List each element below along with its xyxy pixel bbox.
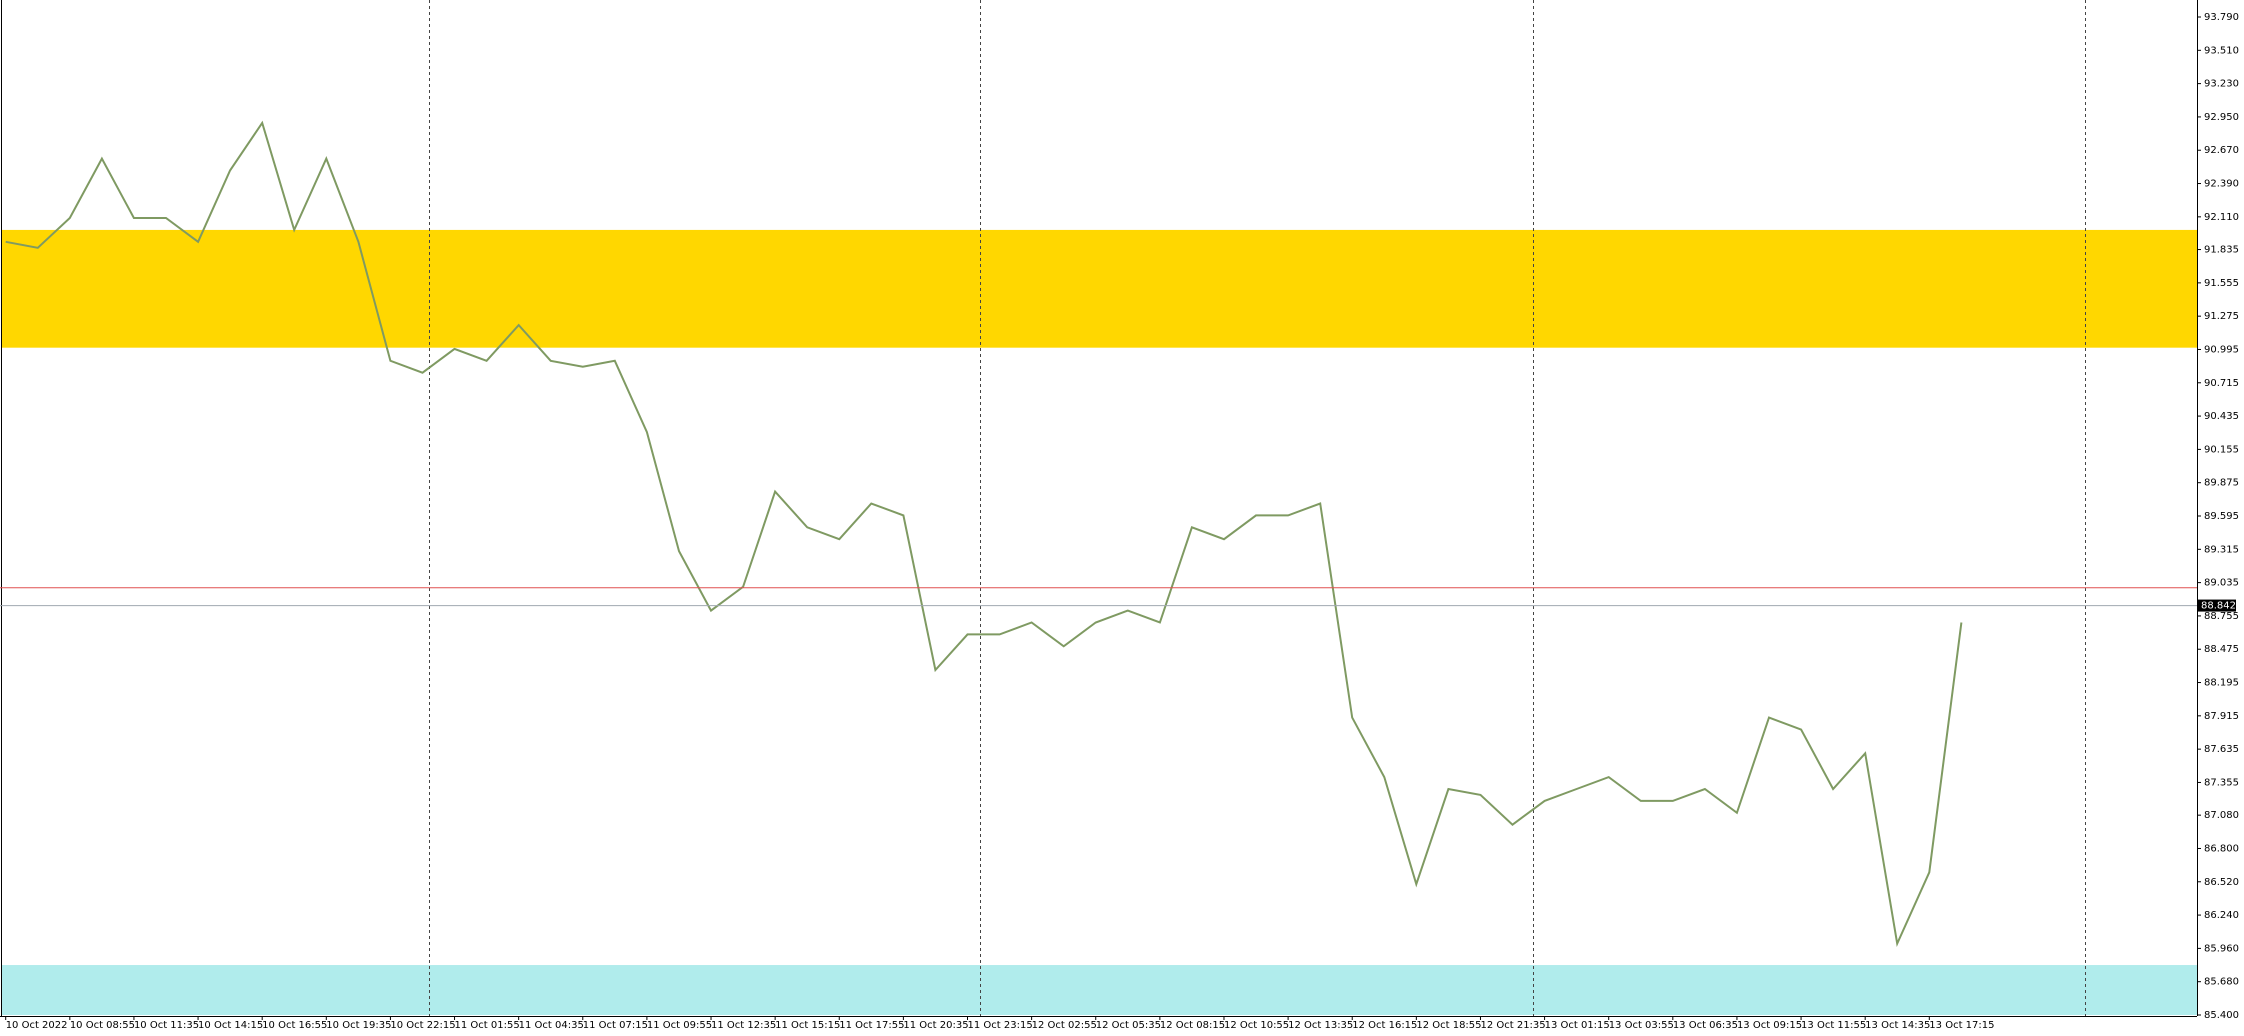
y-tick-label: 88.755 (2204, 611, 2239, 622)
x-tick-label: 11 Oct 07:15 (583, 1020, 648, 1031)
y-tick-label: 89.315 (2204, 544, 2239, 555)
y-tick-label: 87.635 (2204, 744, 2239, 755)
y-tick-label: 87.355 (2204, 777, 2239, 788)
x-tick-label: 11 Oct 20:35 (903, 1020, 968, 1031)
x-tick-label: 10 Oct 16:55 (262, 1020, 327, 1031)
x-tick-label: 13 Oct 11:55 (1801, 1020, 1866, 1031)
y-tick-label: 86.800 (2204, 843, 2239, 854)
x-tick-label: 13 Oct 01:15 (1545, 1020, 1610, 1031)
bid-label: 88.842 (2201, 601, 2236, 612)
x-tick-label: 10 Oct 08:55 (70, 1020, 135, 1031)
x-tick-label: 10 Oct 14:15 (198, 1020, 263, 1031)
x-tick-label: 11 Oct 09:55 (647, 1020, 712, 1031)
y-tick-label: 89.875 (2204, 478, 2239, 489)
x-tick-label: 12 Oct 05:35 (1096, 1020, 1161, 1031)
x-tick-label: 12 Oct 13:35 (1288, 1020, 1353, 1031)
y-tick-label: 88.475 (2204, 644, 2239, 655)
y-tick-label: 92.390 (2204, 179, 2239, 190)
y-tick-label: 91.275 (2204, 311, 2239, 322)
x-tick-label: 10 Oct 19:35 (326, 1020, 391, 1031)
y-tick-label: 89.595 (2204, 511, 2239, 522)
y-tick-label: 90.715 (2204, 378, 2239, 389)
x-tick-label: 11 Oct 23:15 (968, 1020, 1033, 1031)
y-tick-label: 91.835 (2204, 245, 2239, 256)
y-tick-label: 85.960 (2204, 943, 2239, 954)
y-tick-label: 87.915 (2204, 711, 2239, 722)
x-tick-label: 11 Oct 04:35 (519, 1020, 584, 1031)
y-tick-label: 93.510 (2204, 45, 2239, 56)
zone (2, 965, 2197, 1015)
y-tick-label: 90.995 (2204, 344, 2239, 355)
x-tick-label: 11 Oct 15:15 (775, 1020, 840, 1031)
x-tick-label: 12 Oct 08:15 (1160, 1020, 1225, 1031)
x-tick-label: 11 Oct 01:55 (455, 1020, 520, 1031)
day-separators (429, 0, 2086, 1016)
x-tick-label: 13 Oct 03:55 (1609, 1020, 1674, 1031)
x-tick-label: 12 Oct 21:35 (1480, 1020, 1545, 1031)
y-tick-label: 90.155 (2204, 444, 2239, 455)
y-tick-label: 85.680 (2204, 977, 2239, 988)
zone (2, 229, 2197, 348)
x-tick-label: 13 Oct 17:15 (1929, 1020, 1994, 1031)
x-tick-label: 12 Oct 02:55 (1032, 1020, 1097, 1031)
x-tick-label: 10 Oct 11:35 (134, 1020, 199, 1031)
y-tick-label: 85.400 (2204, 1010, 2239, 1021)
y-tick-label: 88.195 (2204, 678, 2239, 689)
y-tick-label: 92.950 (2204, 112, 2239, 123)
zones (2, 229, 2197, 1015)
price-line (5, 120, 1963, 948)
y-tick-label: 86.520 (2204, 877, 2239, 888)
x-tick-label: 10 Oct 2022 (6, 1020, 68, 1031)
y-tick-label: 89.035 (2204, 578, 2239, 589)
y-tick-label: 92.110 (2204, 212, 2239, 223)
x-tick-label: 11 Oct 12:35 (711, 1020, 776, 1031)
y-tick-label: 87.080 (2204, 810, 2239, 821)
x-tick-label: 12 Oct 16:15 (1352, 1020, 1417, 1031)
y-tick-label: 90.435 (2204, 411, 2239, 422)
x-tick-label: 12 Oct 10:55 (1224, 1020, 1289, 1031)
y-tick-label: 93.230 (2204, 79, 2239, 90)
y-tick-label: 92.670 (2204, 145, 2239, 156)
y-tick-label: 91.555 (2204, 278, 2239, 289)
y-tick-label: 93.790 (2204, 12, 2239, 23)
x-tick-label: 10 Oct 22:15 (390, 1020, 455, 1031)
bid-label-box (2198, 599, 2236, 612)
x-tick-label: 12 Oct 18:55 (1416, 1020, 1481, 1031)
x-tick-label: 13 Oct 09:15 (1737, 1020, 1802, 1031)
x-tick-label: 13 Oct 14:35 (1865, 1020, 1930, 1031)
x-tick-label: 13 Oct 06:35 (1673, 1020, 1738, 1031)
x-tick-label: 11 Oct 17:55 (839, 1020, 904, 1031)
y-tick-label: 86.240 (2204, 910, 2239, 921)
